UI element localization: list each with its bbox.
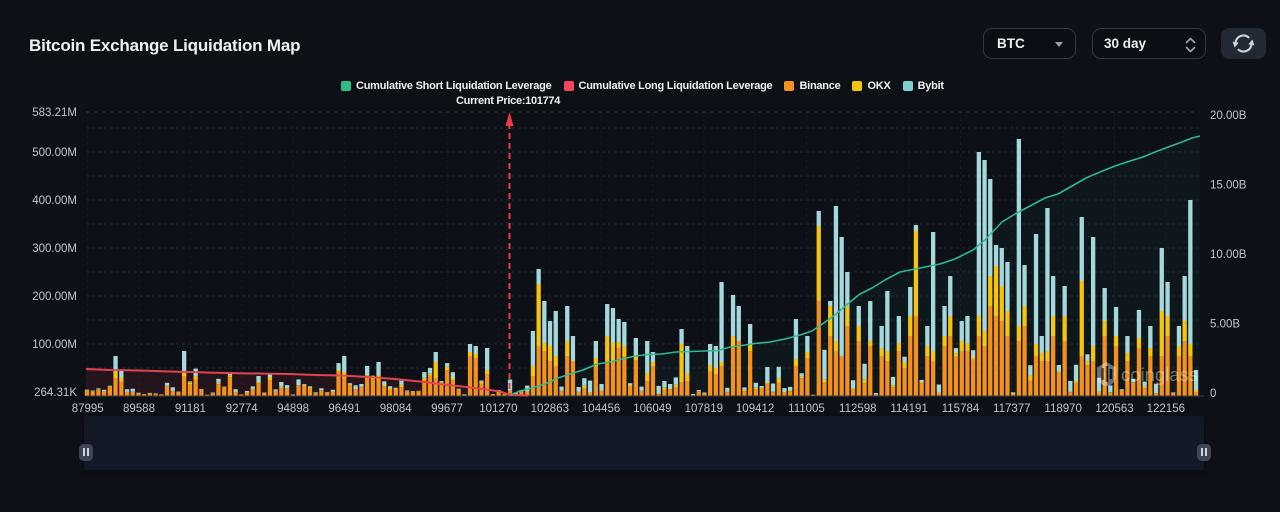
svg-text:102863: 102863 bbox=[531, 403, 569, 415]
svg-text:300.00M: 300.00M bbox=[32, 243, 77, 255]
svg-text:96491: 96491 bbox=[328, 403, 360, 415]
svg-text:200.00M: 200.00M bbox=[32, 291, 77, 303]
svg-text:104456: 104456 bbox=[582, 403, 620, 415]
svg-text:107819: 107819 bbox=[685, 403, 723, 415]
svg-text:111005: 111005 bbox=[788, 403, 825, 415]
svg-text:100.00M: 100.00M bbox=[32, 339, 77, 351]
svg-text:264.31K: 264.31K bbox=[34, 387, 77, 399]
svg-text:87995: 87995 bbox=[72, 403, 104, 415]
svg-text:5.00B: 5.00B bbox=[1210, 319, 1240, 331]
svg-text:89588: 89588 bbox=[123, 403, 155, 415]
svg-text:99677: 99677 bbox=[431, 403, 463, 415]
svg-text:109412: 109412 bbox=[736, 403, 774, 415]
svg-text:101270: 101270 bbox=[479, 403, 517, 415]
svg-text:20.00B: 20.00B bbox=[1210, 110, 1247, 122]
svg-text:106049: 106049 bbox=[633, 403, 671, 415]
svg-text:98084: 98084 bbox=[380, 403, 413, 415]
svg-text:122156: 122156 bbox=[1147, 403, 1185, 415]
svg-text:120563: 120563 bbox=[1095, 403, 1133, 415]
svg-text:coinglass: coinglass bbox=[1121, 364, 1198, 385]
svg-text:115784: 115784 bbox=[942, 403, 980, 415]
svg-text:91181: 91181 bbox=[175, 403, 206, 415]
svg-text:92774: 92774 bbox=[226, 403, 259, 415]
svg-text:0: 0 bbox=[1210, 388, 1216, 400]
svg-text:112598: 112598 bbox=[839, 403, 877, 415]
svg-text:400.00M: 400.00M bbox=[32, 195, 77, 207]
svg-text:118970: 118970 bbox=[1044, 403, 1082, 415]
svg-text:500.00M: 500.00M bbox=[32, 147, 77, 159]
svg-text:10.00B: 10.00B bbox=[1210, 249, 1247, 261]
svg-text:15.00B: 15.00B bbox=[1210, 180, 1247, 192]
svg-text:583.21M: 583.21M bbox=[32, 107, 77, 119]
svg-text:114191: 114191 bbox=[890, 403, 928, 415]
svg-text:117377: 117377 bbox=[993, 403, 1031, 415]
svg-text:94898: 94898 bbox=[277, 403, 309, 415]
